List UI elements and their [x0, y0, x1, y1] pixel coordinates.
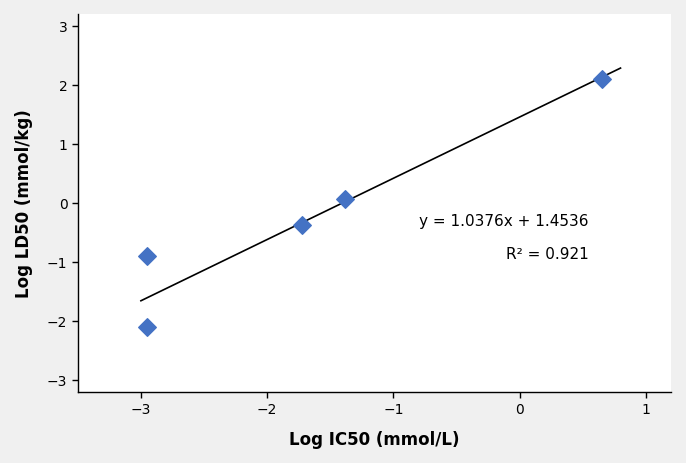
X-axis label: Log IC50 (mmol/L): Log IC50 (mmol/L)	[289, 430, 460, 448]
Point	[142, 253, 153, 260]
Point	[297, 221, 308, 229]
Y-axis label: Log LD50 (mmol/kg): Log LD50 (mmol/kg)	[15, 109, 33, 298]
Text: y = 1.0376x + 1.4536: y = 1.0376x + 1.4536	[419, 213, 589, 229]
Point	[142, 323, 153, 331]
Point	[596, 76, 607, 83]
Text: R² = 0.921: R² = 0.921	[506, 246, 589, 261]
Point	[340, 195, 351, 203]
